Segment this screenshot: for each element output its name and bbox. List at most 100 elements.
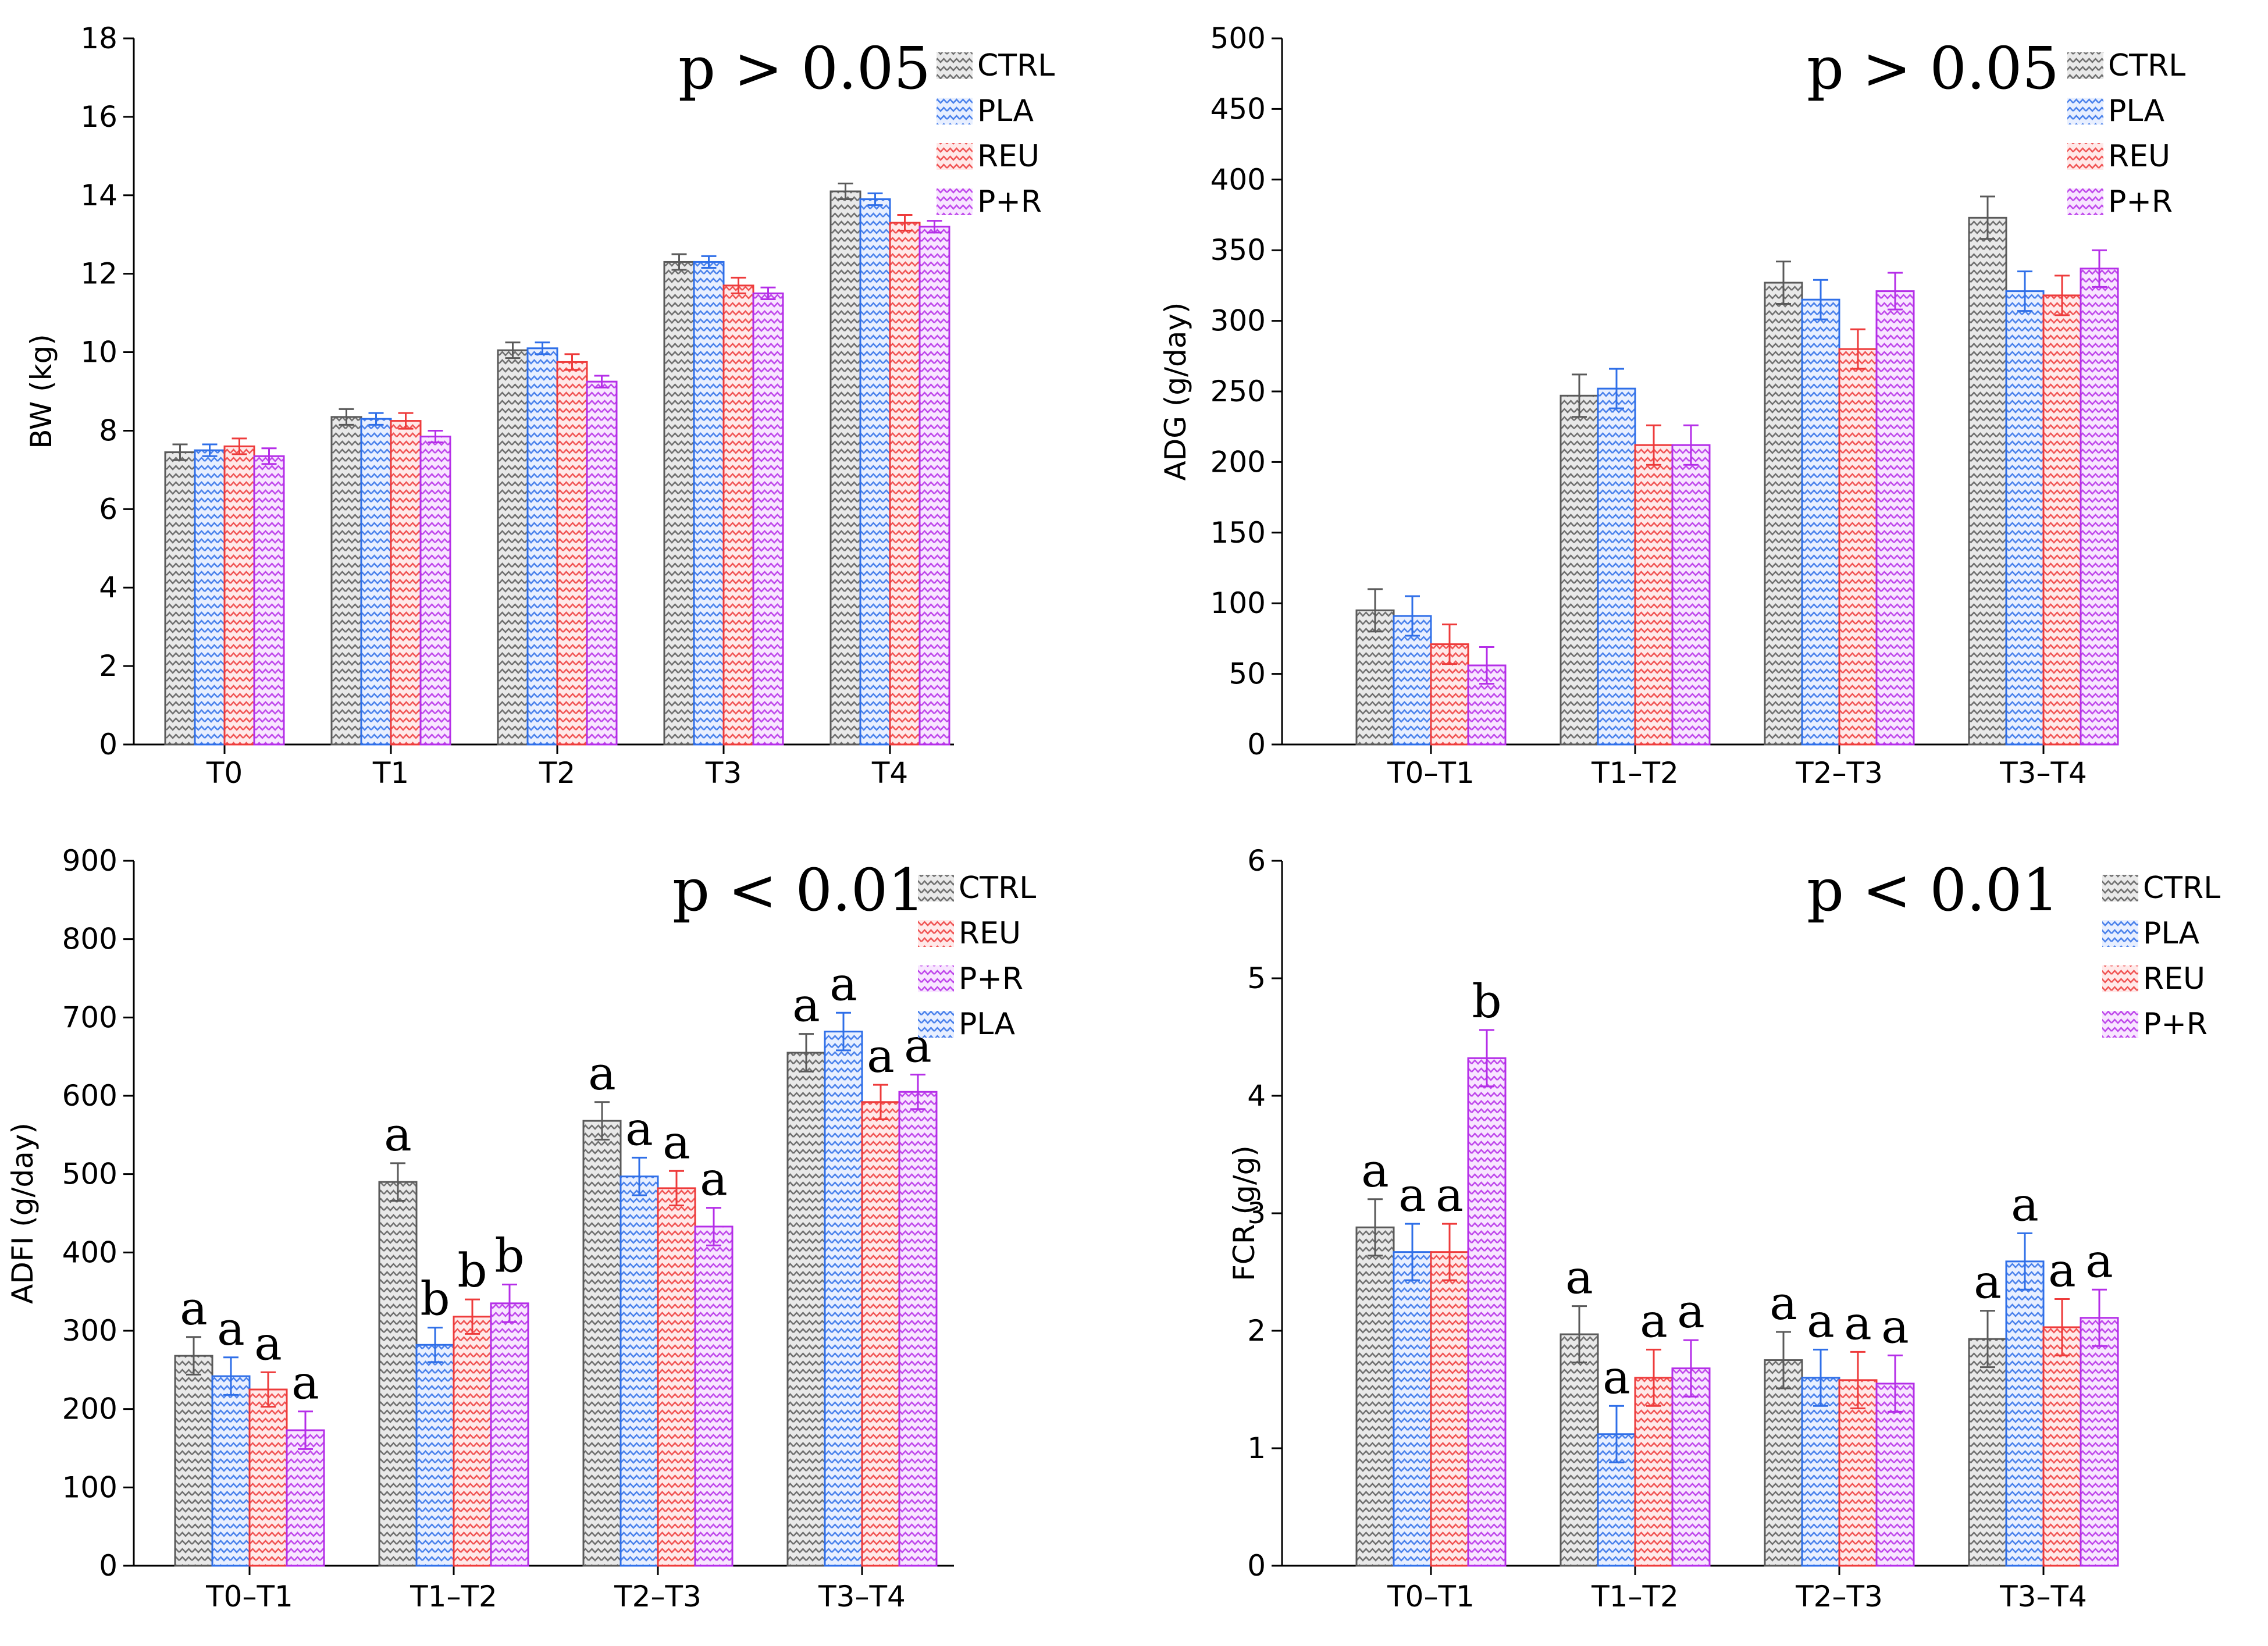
bar-ctrl-4 bbox=[786, 1052, 826, 1567]
x-tick-label: T0 bbox=[206, 756, 243, 790]
error-bar bbox=[261, 447, 277, 465]
error-bar bbox=[1888, 1354, 1903, 1413]
bar-reu-1 bbox=[223, 445, 255, 746]
bar-pplusr-3 bbox=[1875, 1383, 1915, 1567]
y-tick-label: 6 bbox=[99, 492, 118, 526]
significance-letter: b bbox=[457, 1244, 487, 1298]
x-tick-label: T3–T4 bbox=[1999, 756, 2087, 790]
bar-pla-1 bbox=[211, 1375, 251, 1567]
x-tick-label: T1–T2 bbox=[410, 1580, 497, 1613]
legend-label: PLA bbox=[977, 94, 1034, 129]
error-bar bbox=[799, 1033, 814, 1073]
y-tick-label: 400 bbox=[62, 1235, 118, 1269]
significance-letter: a bbox=[291, 1356, 319, 1410]
significance-letter: a bbox=[2085, 1234, 2113, 1288]
legend-label: CTRL bbox=[2108, 48, 2185, 83]
error-bar bbox=[1646, 1348, 1661, 1407]
bar-ctrl-4 bbox=[1968, 216, 2007, 746]
legend-label: P+R bbox=[977, 184, 1042, 219]
x-tick-label: T2–T3 bbox=[1795, 756, 1883, 790]
bar-ctrl-3 bbox=[497, 349, 529, 746]
bar-pplusr-4 bbox=[752, 292, 784, 746]
bar-reu-1 bbox=[1430, 1251, 1469, 1567]
y-tick-label: 500 bbox=[1210, 22, 1266, 55]
legend-swatch bbox=[2067, 98, 2103, 124]
legend-swatch bbox=[937, 98, 973, 124]
x-tick-label: T2–T3 bbox=[614, 1580, 702, 1613]
significance-letter: a bbox=[180, 1281, 208, 1335]
error-bar bbox=[502, 1284, 517, 1323]
error-bar bbox=[632, 1156, 647, 1196]
x-tick-label: T2 bbox=[539, 756, 575, 790]
bar-reu-3 bbox=[657, 1187, 696, 1567]
error-bar bbox=[232, 437, 247, 455]
error-bar bbox=[1683, 1339, 1699, 1398]
bar-pplusr-2 bbox=[1671, 1367, 1711, 1567]
y-tick-label: 3 bbox=[1247, 1196, 1266, 1230]
error-bar bbox=[1479, 646, 1494, 685]
y-tick-label: 10 bbox=[80, 336, 118, 369]
error-bar bbox=[701, 255, 717, 269]
y-axis-label: FCR (g/g) bbox=[1227, 1145, 1261, 1281]
error-bar bbox=[731, 276, 746, 294]
error-bar bbox=[1980, 1310, 1995, 1369]
error-bar bbox=[2092, 1288, 2107, 1347]
error-bar bbox=[298, 1410, 313, 1450]
bar-reu-1 bbox=[248, 1388, 288, 1567]
legend-label: REU bbox=[959, 916, 1021, 951]
significance-letter: a bbox=[792, 978, 820, 1032]
y-tick-label: 8 bbox=[99, 414, 118, 447]
significance-letter: a bbox=[1603, 1350, 1630, 1404]
bar-pla-4 bbox=[693, 261, 725, 746]
bar-reu-2 bbox=[390, 420, 422, 746]
legend-swatch bbox=[918, 1011, 954, 1038]
significance-letter: a bbox=[1398, 1168, 1426, 1222]
legend-label: REU bbox=[977, 139, 1039, 174]
y-tick-label: 50 bbox=[1229, 657, 1266, 691]
legend-swatch bbox=[918, 965, 954, 992]
bar-ctrl-2 bbox=[330, 416, 362, 746]
chart-panel-2: 0 50 100 150 200 250 300 350 400 450 500 ADG (g/day… bbox=[1159, 22, 2185, 790]
bar-pla-3 bbox=[1801, 298, 1840, 746]
legend-swatch bbox=[2067, 188, 2103, 215]
error-bar bbox=[1368, 1198, 1383, 1257]
x-tick-label: T0–T1 bbox=[1387, 1580, 1475, 1613]
y-tick-label: 0 bbox=[99, 728, 118, 761]
x-tick-label: T3–T4 bbox=[818, 1580, 906, 1613]
legend-swatch bbox=[937, 188, 973, 215]
y-tick-label: 800 bbox=[62, 922, 118, 956]
bar-reu-3 bbox=[1838, 348, 1878, 746]
y-tick-label: 250 bbox=[1210, 375, 1266, 408]
significance-letter: a bbox=[663, 1115, 690, 1169]
bar-pla-2 bbox=[415, 1344, 455, 1567]
y-tick-label: 100 bbox=[62, 1470, 118, 1504]
bar-pla-4 bbox=[2005, 1260, 2045, 1567]
significance-letter: a bbox=[1881, 1299, 1909, 1353]
legend-label: PLA bbox=[2143, 916, 2200, 951]
bar-ctrl-4 bbox=[1968, 1338, 2007, 1567]
bar-reu-2 bbox=[1634, 444, 1674, 746]
error-bar bbox=[1609, 1405, 1624, 1463]
error-bar bbox=[594, 1101, 610, 1141]
bar-ctrl-4 bbox=[663, 261, 695, 746]
x-tick-label: T2–T3 bbox=[1795, 1580, 1883, 1613]
significance-letter: a bbox=[1677, 1284, 1705, 1338]
x-tick-label: T1 bbox=[372, 756, 409, 790]
error-bar bbox=[1850, 328, 1865, 370]
significance-letter: a bbox=[384, 1107, 412, 1162]
y-tick-label: 5 bbox=[1247, 961, 1266, 995]
legend-label: P+R bbox=[2143, 1007, 2208, 1042]
error-bar bbox=[873, 1084, 888, 1120]
error-bar bbox=[1776, 1331, 1791, 1390]
error-bar bbox=[2055, 1298, 2070, 1356]
legend-swatch bbox=[2102, 1011, 2138, 1038]
y-tick-label: 2 bbox=[1247, 1314, 1266, 1348]
significance-letter: a bbox=[1974, 1255, 2002, 1309]
error-bar bbox=[594, 375, 610, 389]
bar-pplusr-2 bbox=[1671, 444, 1711, 746]
x-tick-label: T0–T1 bbox=[205, 1580, 293, 1613]
y-tick-label: 200 bbox=[62, 1392, 118, 1426]
legend-label: P+R bbox=[2108, 184, 2173, 219]
significance-letter: b bbox=[420, 1272, 450, 1326]
